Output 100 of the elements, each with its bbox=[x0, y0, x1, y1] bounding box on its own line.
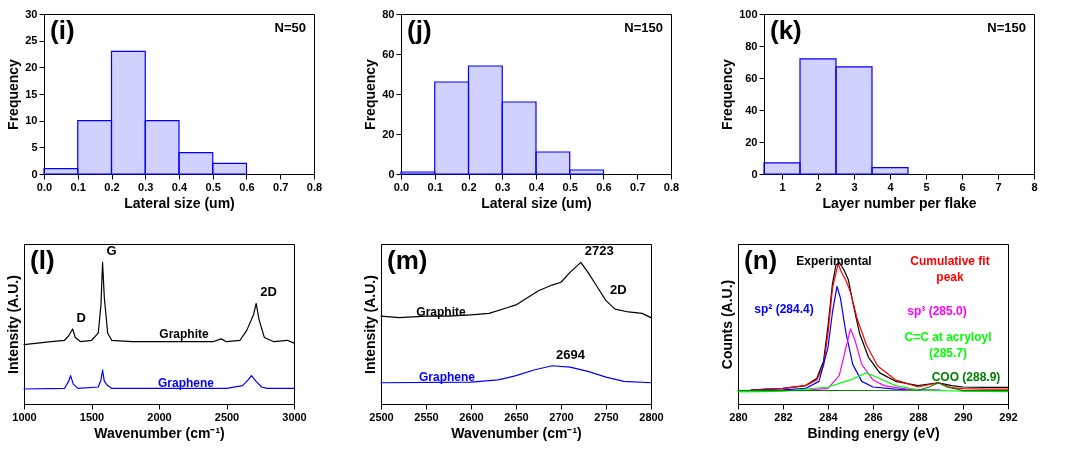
x-tick-label: 3000 bbox=[282, 410, 307, 423]
x-tick-label: 0.0 bbox=[393, 180, 410, 193]
text: Cumulative fit peak bbox=[910, 254, 990, 284]
y-tick-label: 40 bbox=[382, 87, 395, 100]
x-tick-label: 0.6 bbox=[596, 180, 612, 193]
text: C=C at acryloyl (285.7) bbox=[904, 330, 992, 360]
y-tick-label: 30 bbox=[25, 7, 38, 20]
y-axis-title: Frequency bbox=[719, 58, 736, 130]
x-tick-label: 280 bbox=[729, 410, 748, 423]
x-tick-label: 0.5 bbox=[562, 180, 578, 193]
x-tick-label: 0.6 bbox=[239, 180, 255, 193]
x-tick-label: 0.3 bbox=[495, 180, 511, 193]
annotation: 2723 bbox=[584, 243, 614, 259]
x-tick-label: 0.0 bbox=[36, 180, 53, 193]
series-label: Graphite bbox=[416, 305, 466, 319]
x-tick-label: 0.2 bbox=[104, 180, 120, 193]
y-tick-label: 80 bbox=[745, 39, 758, 52]
y-tick-label: 0 bbox=[751, 167, 758, 180]
x-tick-label: 0.5 bbox=[205, 180, 221, 193]
x-axis-title: Wavenumber (cm⁻¹) bbox=[451, 424, 582, 441]
x-axis-title: Lateral size (um) bbox=[481, 194, 592, 211]
annotation: 2694 bbox=[556, 346, 586, 362]
x-tick-label: 1000 bbox=[12, 410, 37, 423]
x-tick-label: 0.1 bbox=[427, 180, 443, 193]
y-tick-label: 10 bbox=[25, 114, 38, 127]
y-axis-title: Intensity (A.U.) bbox=[4, 275, 21, 374]
x-tick-label: 2550 bbox=[414, 410, 439, 423]
x-axis-title: Lateral size (um) bbox=[124, 194, 235, 211]
x-tick-label: 8 bbox=[1031, 180, 1038, 193]
annotation: (l) bbox=[30, 245, 55, 275]
x-tick-label: 6 bbox=[959, 180, 966, 193]
x-tick-label: 2500 bbox=[214, 410, 240, 423]
annotation: (n) bbox=[744, 245, 778, 275]
y-axis-title: Frequency bbox=[5, 58, 22, 130]
x-tick-label: 1 bbox=[779, 180, 786, 193]
x-tick-label: 0.4 bbox=[171, 180, 189, 193]
annotation: (j) bbox=[407, 15, 432, 45]
annotation: (k) bbox=[770, 15, 802, 45]
y-tick-label: 5 bbox=[31, 140, 38, 153]
x-tick-label: 284 bbox=[819, 410, 839, 423]
series-label: sp² (284.4) bbox=[754, 302, 814, 316]
y-tick-label: 20 bbox=[382, 127, 395, 140]
series-label: Graphite bbox=[159, 327, 209, 341]
y-tick-label: 60 bbox=[382, 47, 395, 60]
x-tick-label: 0.8 bbox=[663, 180, 680, 193]
annotation: (i) bbox=[50, 15, 75, 45]
x-tick-label: 3 bbox=[851, 180, 858, 193]
x-tick-label: 1500 bbox=[79, 410, 105, 423]
x-tick-label: 282 bbox=[774, 410, 793, 423]
x-tick-label: 2500 bbox=[369, 410, 394, 423]
x-tick-label: 2600 bbox=[459, 410, 484, 423]
y-tick-label: 0 bbox=[388, 167, 395, 180]
x-tick-label: 0.4 bbox=[528, 180, 546, 193]
x-axis-title: Wavenumber (cm⁻¹) bbox=[94, 424, 225, 441]
y-tick-label: 25 bbox=[25, 34, 38, 47]
x-tick-label: 2 bbox=[815, 180, 822, 193]
y-axis-title: Intensity (A.U.) bbox=[361, 275, 378, 374]
annotation: D bbox=[76, 309, 86, 325]
x-tick-label: 286 bbox=[864, 410, 883, 423]
y-tick-label: 20 bbox=[25, 60, 38, 73]
annotation: N=50 bbox=[274, 20, 306, 35]
y-axis-title: Frequency bbox=[362, 58, 379, 130]
x-tick-label: 7 bbox=[995, 180, 1002, 193]
annotation: G bbox=[106, 243, 117, 259]
x-tick-label: 0.7 bbox=[273, 180, 289, 193]
annotation: (m) bbox=[387, 245, 428, 275]
x-tick-label: 5 bbox=[923, 180, 930, 193]
x-tick-label: 292 bbox=[999, 410, 1018, 423]
x-tick-label: 4 bbox=[887, 180, 895, 193]
y-tick-label: 100 bbox=[739, 7, 758, 20]
annotation: N=150 bbox=[624, 20, 663, 35]
series-label: Graphene bbox=[418, 370, 476, 384]
x-tick-label: 2750 bbox=[594, 410, 619, 423]
x-tick-label: 0.7 bbox=[630, 180, 646, 193]
x-tick-label: 0.1 bbox=[70, 180, 86, 193]
x-tick-label: 0.2 bbox=[461, 180, 477, 193]
y-tick-label: 20 bbox=[745, 135, 758, 148]
y-tick-label: 60 bbox=[745, 71, 758, 84]
x-tick-label: 2000 bbox=[147, 410, 172, 423]
x-tick-label: 2800 bbox=[639, 410, 664, 423]
y-tick-label: 15 bbox=[25, 87, 38, 100]
x-tick-label: 290 bbox=[954, 410, 973, 423]
annotation: N=150 bbox=[987, 20, 1026, 35]
y-tick-label: 0 bbox=[31, 167, 38, 180]
x-tick-label: 0.3 bbox=[138, 180, 154, 193]
annotation: 2D bbox=[610, 281, 627, 297]
x-tick-label: 2700 bbox=[549, 410, 574, 423]
x-axis-title: Layer number per flake bbox=[822, 194, 977, 211]
text: sp³ (285.0) bbox=[907, 304, 967, 318]
y-tick-label: 80 bbox=[382, 7, 395, 20]
annotation: 2D bbox=[260, 284, 277, 300]
series-label: Experimental bbox=[796, 254, 872, 268]
x-tick-label: 2650 bbox=[504, 410, 529, 423]
series-label: Graphene bbox=[157, 376, 215, 390]
y-tick-label: 40 bbox=[745, 103, 758, 116]
series-label: COO (288.9) bbox=[931, 370, 1001, 384]
y-axis-title: Counts (A.U.) bbox=[718, 279, 735, 370]
x-tick-label: 288 bbox=[909, 410, 928, 423]
x-axis-title: Binding energy (eV) bbox=[807, 424, 940, 441]
x-tick-label: 0.8 bbox=[306, 180, 323, 193]
